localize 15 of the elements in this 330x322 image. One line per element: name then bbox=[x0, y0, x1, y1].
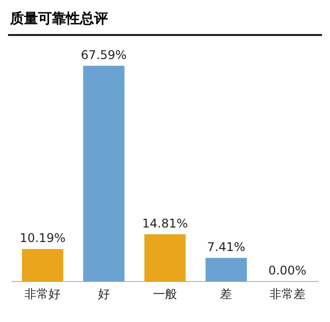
x-tick-label: 非常差 bbox=[269, 286, 306, 301]
x-tick-label: 非常好 bbox=[24, 286, 61, 301]
bar bbox=[206, 258, 247, 282]
bar bbox=[22, 249, 64, 282]
x-tick-label: 差 bbox=[220, 286, 232, 301]
bar bbox=[144, 234, 186, 282]
data-label: 0.00% bbox=[268, 264, 306, 278]
data-label: 67.59% bbox=[80, 48, 127, 62]
chart-title: 质量可靠性总评 bbox=[8, 8, 322, 36]
x-tick-label: 好 bbox=[98, 286, 110, 301]
bar bbox=[83, 66, 124, 282]
x-tick-label: 一般 bbox=[153, 286, 177, 301]
data-label: 7.41% bbox=[207, 240, 246, 254]
data-label: 10.19% bbox=[20, 231, 66, 246]
data-label: 14.81% bbox=[142, 216, 188, 230]
